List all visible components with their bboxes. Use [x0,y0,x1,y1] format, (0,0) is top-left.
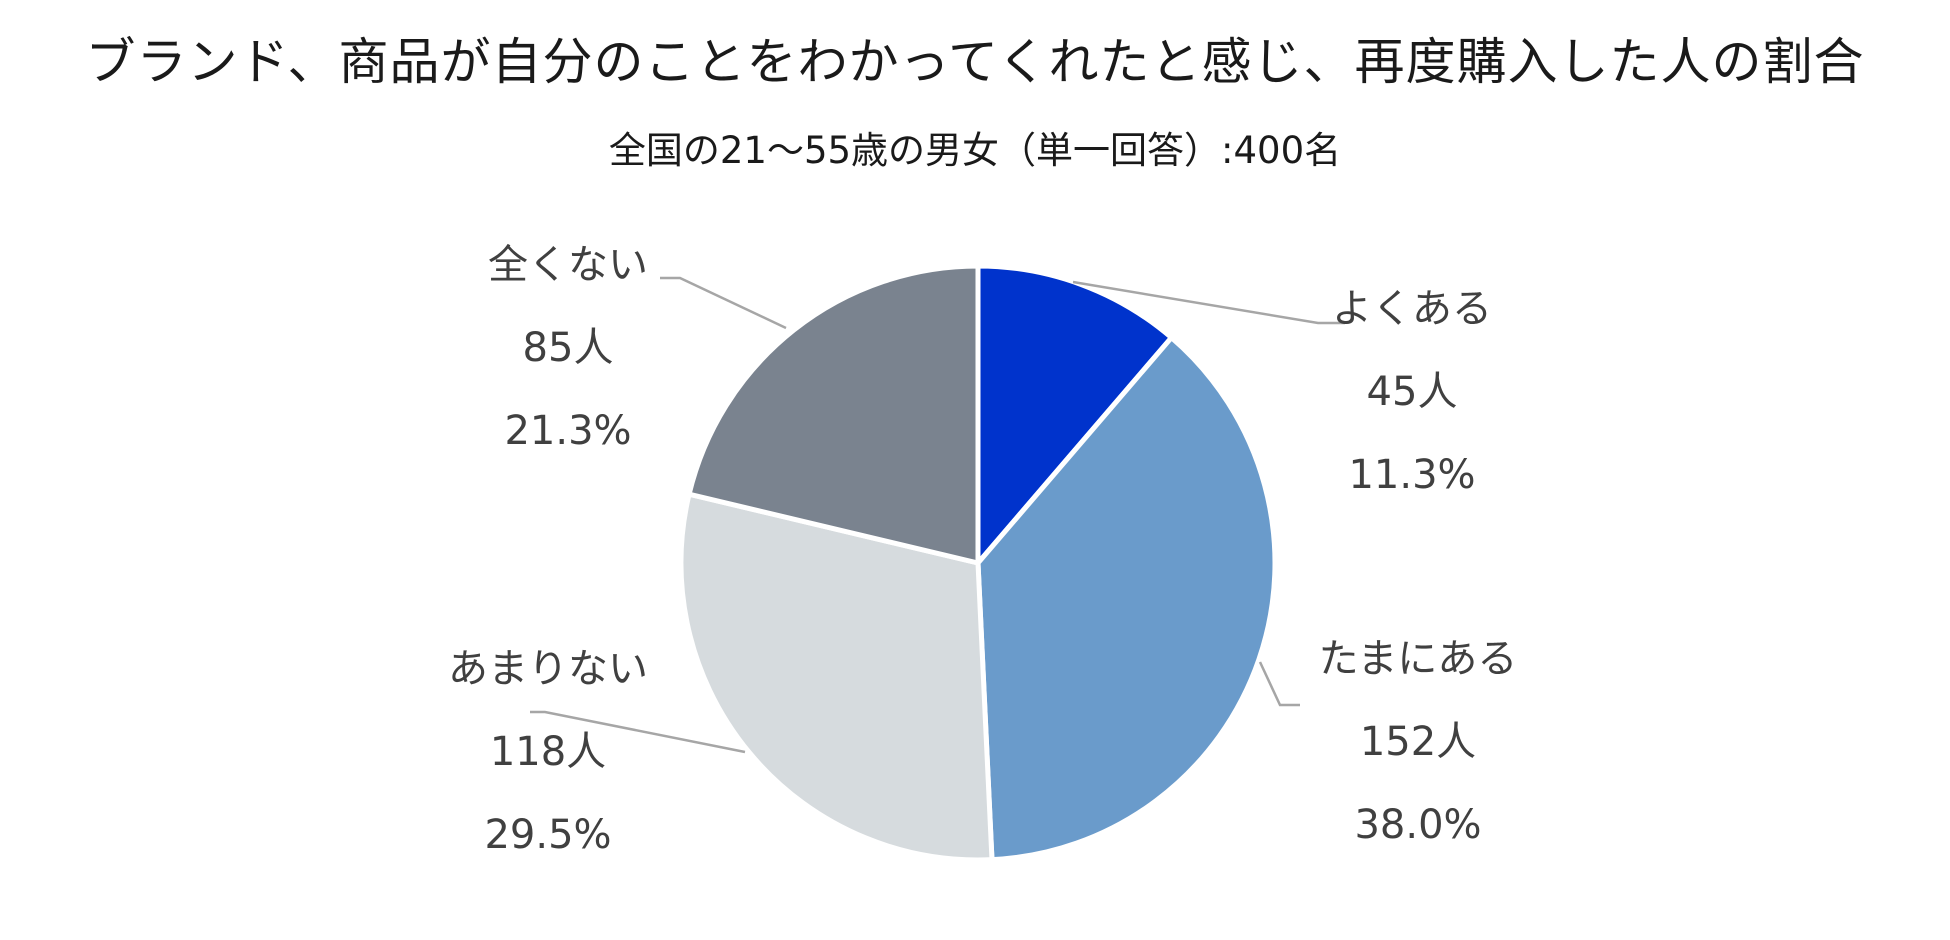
pie-slices [678,263,1278,863]
slice-count-label: 85人 [523,325,614,371]
slice-percent-label: 11.3% [1348,452,1475,498]
slice-labels: よくある 45人 11.3% たまにある 152人 38.0% あまりない 118人 29.5%… [448,242,1517,858]
leader-line [530,710,746,754]
slice-count-label: 118人 [490,729,606,775]
slice-category-label: たまにある [1319,636,1518,682]
chart-title: ブランド、商品が自分のことをわかってくれたと感じ、再度購入した人の割合 [85,33,1865,91]
chart-subtitle: 全国の21～55歳の男女（単一回答）:400名 [608,129,1342,172]
slice-category-label: 全くない [488,242,648,288]
slice-percent-label: 38.0% [1354,802,1481,848]
slice-category-label: あまりない [448,646,648,692]
slice-category-label: よくある [1332,286,1492,332]
slice-count-label: 152人 [1360,719,1476,765]
leader-line [1072,280,1345,325]
leader-line [660,276,787,330]
leader-line [1258,661,1300,707]
pie-slice [975,335,1278,863]
pie-slice [678,491,995,863]
leader-lines [530,276,1345,754]
slice-percent-label: 21.3% [504,408,631,454]
slice-percent-label: 29.5% [484,812,611,858]
slice-count-label: 45人 [1367,369,1458,415]
pie-slice [686,263,981,566]
